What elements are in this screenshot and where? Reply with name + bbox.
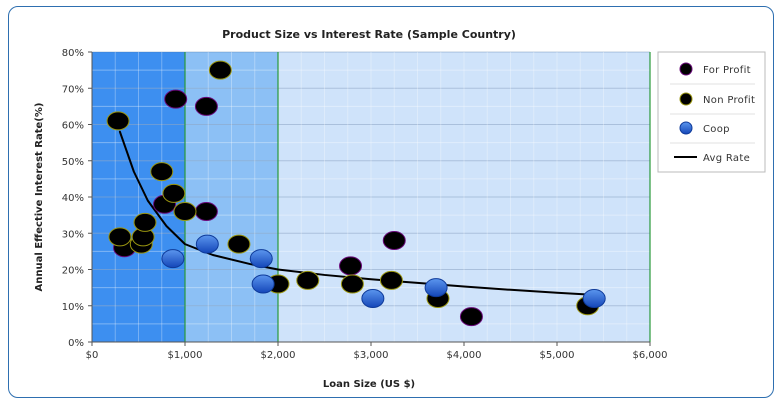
y-tick-label: 80% <box>62 48 84 59</box>
point-for-profit[interactable] <box>194 202 218 221</box>
avg-rate-line <box>118 130 596 296</box>
point-coop[interactable] <box>424 278 448 298</box>
legend-item-for-profit[interactable]: For Profit <box>679 62 751 76</box>
point-non-profit[interactable] <box>108 227 132 247</box>
y-tick-label: 70% <box>62 84 84 95</box>
point-non-profit[interactable] <box>379 270 403 290</box>
y-tick-label: 50% <box>62 157 84 168</box>
point-non-profit[interactable] <box>296 270 320 290</box>
y-tick-label: 30% <box>62 229 84 240</box>
legend-marker-non-profit <box>679 92 693 106</box>
legend-item-avg-rate[interactable]: Avg Rate <box>674 153 750 164</box>
y-tick-labels: 0% 10% 20% 30% 40% 50% 60% 70% 80% <box>62 48 84 349</box>
y-tick-label: 60% <box>62 121 84 132</box>
y-tick-label: 0% <box>68 338 84 349</box>
point-non-profit[interactable] <box>208 60 232 80</box>
y-tick-label: 40% <box>62 193 84 204</box>
point-coop[interactable] <box>361 289 385 308</box>
point-non-profit[interactable] <box>162 183 186 203</box>
data-points <box>106 60 606 327</box>
x-tick-labels: $0 $1,000 $2,000 $3,000 $4,000 $5,000 $6,000 <box>86 350 668 361</box>
y-tick-label: 10% <box>62 302 84 313</box>
point-non-profit[interactable] <box>150 162 174 182</box>
x-tick-label: $3,000 <box>354 350 389 361</box>
legend-box <box>657 51 766 173</box>
legend-label-avg-rate: Avg Rate <box>703 153 750 164</box>
point-for-profit[interactable] <box>459 307 483 327</box>
point-coop[interactable] <box>195 234 219 254</box>
legend-label-coop: Coop <box>703 124 730 135</box>
point-non-profit[interactable] <box>227 234 251 254</box>
point-coop[interactable] <box>582 289 606 308</box>
x-tick-label: $0 <box>86 350 99 361</box>
x-tick-label: $2,000 <box>261 350 296 361</box>
legend-label-non-profit: Non Profit <box>703 95 755 106</box>
series-line-avg-rate <box>118 130 596 296</box>
x-tick-label: $1,000 <box>168 350 203 361</box>
x-tick-label: $4,000 <box>447 350 482 361</box>
point-for-profit[interactable] <box>339 256 363 276</box>
legend-item-non-profit[interactable]: Non Profit <box>679 92 755 106</box>
point-for-profit[interactable] <box>194 96 218 116</box>
point-coop[interactable] <box>251 274 275 294</box>
point-coop[interactable] <box>161 249 185 269</box>
y-axis-label: Annual Effective Interest Rate(%) <box>34 103 45 292</box>
point-non-profit[interactable] <box>340 274 364 294</box>
legend-marker-coop <box>679 121 693 135</box>
x-tick-label: $5,000 <box>540 350 575 361</box>
y-tick-label: 20% <box>62 266 84 277</box>
point-for-profit[interactable] <box>164 89 188 109</box>
legend-marker-for-profit <box>679 62 693 76</box>
point-non-profit[interactable] <box>106 111 130 131</box>
point-coop[interactable] <box>249 249 273 269</box>
legend: For Profit Non Profit Coop Avg Rate <box>657 51 766 173</box>
point-non-profit[interactable] <box>133 212 157 232</box>
point-for-profit[interactable] <box>382 231 406 250</box>
legend-label-for-profit: For Profit <box>703 65 751 76</box>
point-non-profit[interactable] <box>173 202 197 221</box>
x-tick-label: $6,000 <box>633 350 668 361</box>
x-axis-label: Loan Size (US $) <box>323 379 415 390</box>
legend-item-coop[interactable]: Coop <box>679 121 730 135</box>
axes <box>88 51 651 346</box>
chart-title: Product Size vs Interest Rate (Sample Co… <box>222 28 516 41</box>
